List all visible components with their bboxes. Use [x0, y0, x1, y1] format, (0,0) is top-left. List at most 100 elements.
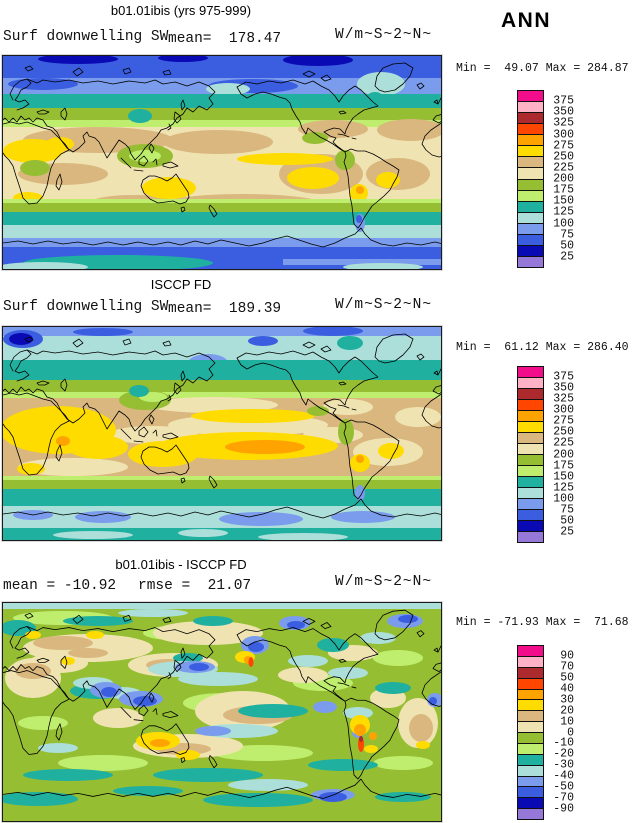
- colorbar-tick-label: 275: [553, 138, 574, 152]
- colorbar-cell: [518, 488, 543, 499]
- colorbar-cell: [518, 809, 543, 819]
- colorbar-tick-label: 250: [553, 425, 574, 439]
- colorbar-tick-label: -10: [553, 736, 574, 750]
- colorbar-tick-label: 40: [560, 682, 574, 695]
- colorbar-cell: [518, 168, 543, 180]
- colorbar-tick-label: 0: [567, 725, 574, 739]
- colorbar-cell: [518, 521, 543, 532]
- panel-reference-title: ISCCP FD: [150, 277, 212, 292]
- difference-map: [2, 602, 442, 822]
- colorbar-cell: [518, 91, 543, 103]
- colorbar-cell: [518, 223, 543, 235]
- colorbar-tick-label: 150: [553, 469, 574, 483]
- colorbar-tick-label: 25: [560, 250, 574, 264]
- colorbar-cell: [518, 367, 543, 378]
- colorbar-tick-label: 175: [553, 458, 574, 472]
- colorbar-tick-label: 300: [553, 127, 574, 141]
- colorbar-tick-label: 125: [553, 205, 574, 219]
- colorbar-cell: [518, 776, 543, 788]
- panel-diff-title: b01.01ibis - ISCCP FD: [115, 557, 247, 572]
- colorbar-cell: [518, 245, 543, 257]
- panel-diff-rmse-label: rmse = 21.07: [138, 578, 252, 594]
- panel-diff-units-label: W/m~S~2~N~: [335, 574, 433, 590]
- panel-diff-minmax-label: Min = -71.93 Max = 71.68: [456, 616, 629, 629]
- colorbar-tick-label: 225: [553, 436, 574, 450]
- model-colorbar: 375 350 325 300 275 250 225 200 175 150 125 100 75 50…: [517, 90, 574, 268]
- colorbar-tick-label: 200: [553, 172, 574, 186]
- colorbar-tick-label: 10: [560, 714, 574, 728]
- colorbar-tick-label: 350: [553, 105, 574, 119]
- panel-reference-variable-label: Surf downwelling SW: [3, 299, 169, 315]
- colorbar-tick-label: 175: [553, 183, 574, 197]
- colorbar-cell: [518, 201, 543, 213]
- colorbar-cell: [518, 667, 543, 679]
- model-map: [2, 55, 442, 270]
- colorbar-cell: [518, 146, 543, 158]
- colorbar-cell: [518, 179, 543, 191]
- panel-reference-minmax-label: Min = 61.12 Max = 286.40: [456, 341, 629, 354]
- colorbar-cell: [518, 212, 543, 224]
- panel-model-mean-label: mean= 178.47: [168, 31, 282, 47]
- colorbar-cell: [518, 765, 543, 777]
- colorbar-tick-label: 50: [560, 671, 574, 685]
- colorbar-tick-label: 75: [560, 227, 574, 241]
- colorbar-cell: [518, 787, 543, 799]
- colorbar-cell: [518, 689, 543, 701]
- colorbar-cell: [518, 510, 543, 521]
- colorbar-tick-label: 75: [560, 503, 574, 517]
- panel-diff-mean-label: mean = -10.92: [3, 578, 117, 594]
- colorbar-tick-label: -90: [553, 802, 574, 816]
- colorbar-tick-label: 300: [553, 403, 574, 417]
- reference-map: [2, 326, 442, 541]
- colorbar-tick-label: 325: [553, 116, 574, 130]
- colorbar-cell: [518, 656, 543, 668]
- colorbar-cell: [518, 477, 543, 488]
- colorbar-cell: [518, 499, 543, 510]
- colorbar-tick-label: -30: [553, 758, 574, 772]
- colorbar-tick-label: 350: [553, 381, 574, 395]
- colorbar-cell: [518, 190, 543, 202]
- colorbar-cell: [518, 700, 543, 712]
- colorbar-cell: [518, 444, 543, 455]
- colorbar-cell: [518, 135, 543, 147]
- colorbar-cell: [518, 256, 543, 267]
- colorbar-cell: [518, 113, 543, 125]
- colorbar-cell: [518, 411, 543, 422]
- colorbar-cell: [518, 532, 543, 542]
- colorbar-cell: [518, 466, 543, 477]
- colorbar-tick-label: -40: [553, 769, 574, 783]
- colorbar-tick-label: 200: [553, 447, 574, 461]
- colorbar-tick-label: 50: [560, 514, 574, 528]
- colorbar-cell: [518, 422, 543, 433]
- colorbar-tick-label: 375: [553, 370, 574, 384]
- colorbar-cells: [517, 366, 544, 543]
- colorbar-cell: [518, 389, 543, 400]
- colorbar-ticks: 90 70 50 40 30 20 10 0 -10 -20 -30 -40 -50 -70 -90: [544, 645, 574, 820]
- colorbar-tick-label: 90: [560, 649, 574, 663]
- colorbar-tick-label: -70: [553, 791, 574, 805]
- colorbar-cell: [518, 743, 543, 755]
- colorbar-tick-label: -20: [553, 747, 574, 761]
- panel-model-units-label: W/m~S~2~N~: [335, 27, 433, 43]
- colorbar-cells: [517, 90, 544, 268]
- colorbar-tick-label: 325: [553, 392, 574, 406]
- panel-model-minmax-label: Min = 49.07 Max = 284.87: [456, 62, 629, 75]
- colorbar-cell: [518, 157, 543, 169]
- colorbar-tick-label: 20: [560, 703, 574, 717]
- colorbar-tick-label: 150: [553, 194, 574, 208]
- colorbar-cell: [518, 733, 543, 744]
- colorbar-ticks: 375 350 325 300 275 250 225 200 175 150 125 100 75 50…: [544, 90, 574, 268]
- colorbar-cell: [518, 433, 543, 444]
- colorbar-tick-label: 25: [560, 525, 574, 539]
- colorbar-tick-label: 50: [560, 239, 574, 252]
- colorbar-cell: [518, 678, 543, 690]
- reference-colorbar: 375 350 325 300 275 250 225 200 175 150 125 100 75 50…: [517, 366, 574, 543]
- colorbar-tick-label: 100: [553, 492, 574, 505]
- colorbar-cell: [518, 378, 543, 389]
- colorbar-cell: [518, 124, 543, 136]
- colorbar-cell: [518, 646, 543, 657]
- panel-reference-units-label: W/m~S~2~N~: [335, 297, 433, 313]
- colorbar-cell: [518, 234, 543, 246]
- colorbar-tick-label: 125: [553, 480, 574, 494]
